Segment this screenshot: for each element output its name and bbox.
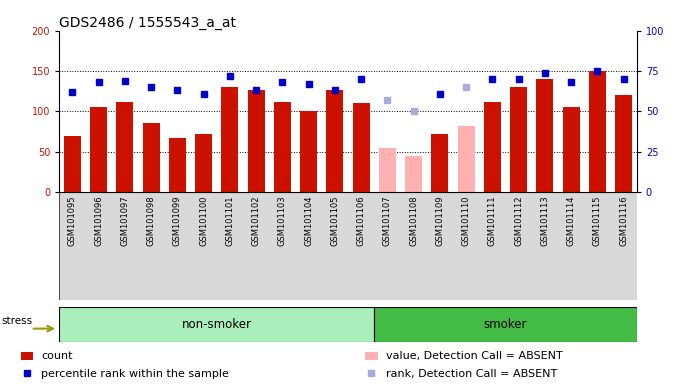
FancyBboxPatch shape (532, 193, 557, 298)
Text: GSM101101: GSM101101 (226, 195, 235, 246)
FancyBboxPatch shape (585, 193, 610, 298)
Bar (248, 90, 264, 192)
Bar (484, 102, 501, 192)
FancyBboxPatch shape (506, 193, 531, 298)
Text: GSM101100: GSM101100 (199, 195, 208, 246)
Bar (116, 102, 134, 192)
Text: GSM101103: GSM101103 (278, 195, 287, 246)
Text: GSM101106: GSM101106 (356, 195, 365, 246)
Bar (562, 107, 580, 192)
Text: GSM101108: GSM101108 (409, 195, 418, 246)
Bar (169, 138, 186, 192)
Text: stress: stress (1, 316, 32, 326)
Bar (143, 124, 159, 192)
Text: GSM101112: GSM101112 (514, 195, 523, 246)
Text: GSM101104: GSM101104 (304, 195, 313, 246)
Text: value, Detection Call = ABSENT: value, Detection Call = ABSENT (386, 351, 562, 361)
Bar (458, 126, 475, 192)
FancyBboxPatch shape (374, 193, 400, 298)
FancyBboxPatch shape (112, 193, 137, 298)
Bar (326, 89, 343, 192)
Bar (379, 148, 396, 192)
Bar (64, 136, 81, 192)
Text: non-smoker: non-smoker (182, 318, 252, 331)
Bar (353, 103, 370, 192)
Text: GSM101107: GSM101107 (383, 195, 392, 246)
Text: GDS2486 / 1555543_a_at: GDS2486 / 1555543_a_at (59, 16, 236, 30)
Text: GSM101096: GSM101096 (94, 195, 103, 246)
Bar (537, 79, 553, 192)
Text: GSM101115: GSM101115 (593, 195, 602, 246)
FancyBboxPatch shape (270, 193, 295, 298)
Text: GSM101116: GSM101116 (619, 195, 628, 246)
FancyBboxPatch shape (244, 193, 269, 298)
Text: GSM101105: GSM101105 (331, 195, 340, 246)
FancyBboxPatch shape (374, 307, 637, 342)
FancyBboxPatch shape (191, 193, 216, 298)
Text: GSM101111: GSM101111 (488, 195, 497, 246)
FancyBboxPatch shape (217, 193, 242, 298)
Bar (615, 95, 632, 192)
Text: GSM101113: GSM101113 (540, 195, 549, 246)
FancyBboxPatch shape (139, 193, 164, 298)
Text: count: count (42, 351, 73, 361)
FancyBboxPatch shape (611, 193, 636, 298)
Bar (274, 102, 291, 192)
Text: percentile rank within the sample: percentile rank within the sample (42, 369, 229, 379)
FancyBboxPatch shape (60, 193, 85, 298)
Text: GSM101110: GSM101110 (461, 195, 470, 246)
Text: rank, Detection Call = ABSENT: rank, Detection Call = ABSENT (386, 369, 557, 379)
FancyBboxPatch shape (559, 193, 584, 298)
FancyBboxPatch shape (401, 193, 426, 298)
FancyBboxPatch shape (427, 193, 452, 298)
Bar (432, 134, 448, 192)
Text: smoker: smoker (484, 318, 528, 331)
Bar (365, 352, 378, 360)
FancyBboxPatch shape (59, 192, 637, 300)
Text: GSM101099: GSM101099 (173, 195, 182, 246)
Bar (21, 352, 33, 360)
FancyBboxPatch shape (296, 193, 322, 298)
Bar (195, 134, 212, 192)
Bar (221, 87, 238, 192)
FancyBboxPatch shape (480, 193, 505, 298)
Text: GSM101114: GSM101114 (567, 195, 576, 246)
Text: GSM101098: GSM101098 (147, 195, 156, 246)
Text: GSM101097: GSM101097 (120, 195, 129, 246)
Bar (300, 111, 317, 192)
FancyBboxPatch shape (86, 193, 111, 298)
FancyBboxPatch shape (322, 193, 347, 298)
Bar (510, 87, 527, 192)
Text: GSM101102: GSM101102 (251, 195, 260, 246)
FancyBboxPatch shape (59, 307, 374, 342)
Bar (405, 156, 422, 192)
FancyBboxPatch shape (454, 193, 479, 298)
Text: GSM101095: GSM101095 (68, 195, 77, 246)
Bar (589, 71, 606, 192)
Text: GSM101109: GSM101109 (436, 195, 445, 246)
FancyBboxPatch shape (349, 193, 374, 298)
FancyBboxPatch shape (165, 193, 190, 298)
Bar (90, 107, 107, 192)
